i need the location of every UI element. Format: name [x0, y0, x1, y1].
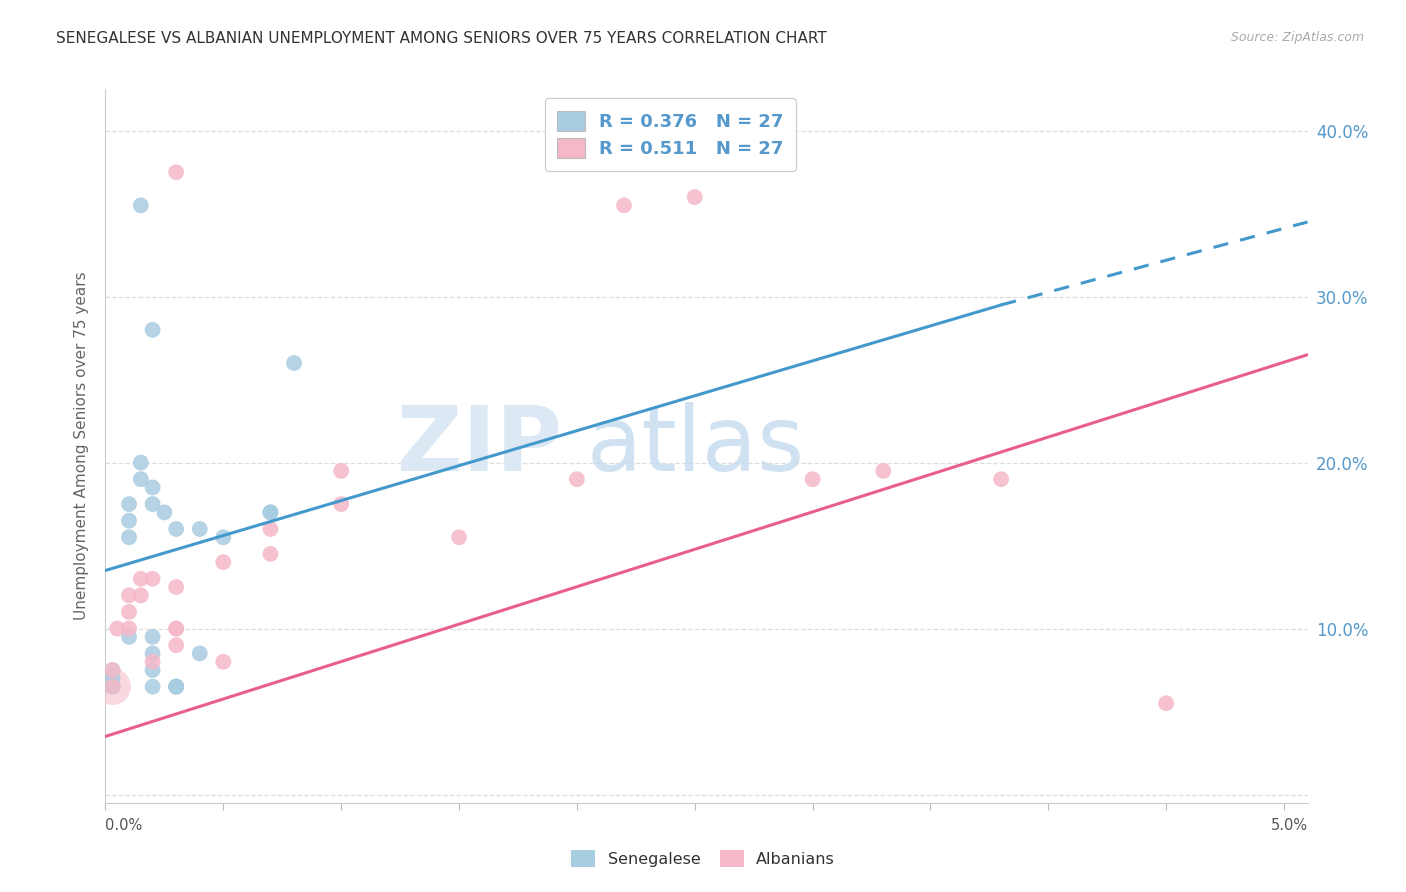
Point	[1154, 696, 1177, 710]
Point	[118, 622, 141, 636]
Point	[165, 580, 187, 594]
Text: Source: ZipAtlas.com: Source: ZipAtlas.com	[1230, 31, 1364, 45]
Text: ZIP: ZIP	[396, 402, 562, 490]
Point	[118, 588, 141, 602]
Point	[683, 190, 706, 204]
Point	[142, 481, 165, 495]
Point	[101, 663, 124, 677]
Point	[118, 497, 141, 511]
Point	[142, 323, 165, 337]
Point	[165, 522, 187, 536]
Point	[165, 638, 187, 652]
Point	[165, 680, 187, 694]
Point	[259, 522, 281, 536]
Point	[101, 680, 124, 694]
Point	[165, 680, 187, 694]
Point	[142, 647, 165, 661]
Point	[330, 497, 353, 511]
Point	[142, 655, 165, 669]
Point	[129, 572, 152, 586]
Point	[118, 605, 141, 619]
Point	[129, 456, 152, 470]
Point	[165, 622, 187, 636]
Point	[283, 356, 305, 370]
Point	[212, 655, 235, 669]
Point	[990, 472, 1012, 486]
Point	[142, 663, 165, 677]
Point	[153, 505, 176, 519]
Point	[142, 680, 165, 694]
Point	[101, 671, 124, 685]
Point	[212, 555, 235, 569]
Text: atlas: atlas	[586, 402, 804, 490]
Point	[129, 198, 152, 212]
Point	[447, 530, 470, 544]
Point	[101, 680, 124, 694]
Point	[101, 680, 124, 694]
Text: SENEGALESE VS ALBANIAN UNEMPLOYMENT AMONG SENIORS OVER 75 YEARS CORRELATION CHAR: SENEGALESE VS ALBANIAN UNEMPLOYMENT AMON…	[56, 31, 827, 46]
Point	[188, 647, 211, 661]
Point	[105, 622, 128, 636]
Point	[212, 530, 235, 544]
Point	[165, 165, 187, 179]
Point	[872, 464, 894, 478]
Y-axis label: Unemployment Among Seniors over 75 years: Unemployment Among Seniors over 75 years	[75, 272, 90, 620]
Point	[118, 530, 141, 544]
Point	[165, 622, 187, 636]
Point	[101, 663, 124, 677]
Point	[142, 572, 165, 586]
Point	[129, 472, 152, 486]
Point	[330, 464, 353, 478]
Point	[613, 198, 636, 212]
Point	[801, 472, 824, 486]
Point	[118, 514, 141, 528]
Point	[142, 497, 165, 511]
Point	[259, 505, 281, 519]
Point	[101, 680, 124, 694]
Point	[165, 680, 187, 694]
Point	[259, 505, 281, 519]
Point	[118, 630, 141, 644]
Text: 5.0%: 5.0%	[1271, 819, 1308, 833]
Legend: R = 0.376   N = 27, R = 0.511   N = 27: R = 0.376 N = 27, R = 0.511 N = 27	[546, 98, 796, 170]
Legend: Senegalese, Albanians: Senegalese, Albanians	[565, 844, 841, 873]
Text: 0.0%: 0.0%	[105, 819, 142, 833]
Point	[565, 472, 588, 486]
Point	[188, 522, 211, 536]
Point	[259, 547, 281, 561]
Point	[129, 588, 152, 602]
Point	[142, 630, 165, 644]
